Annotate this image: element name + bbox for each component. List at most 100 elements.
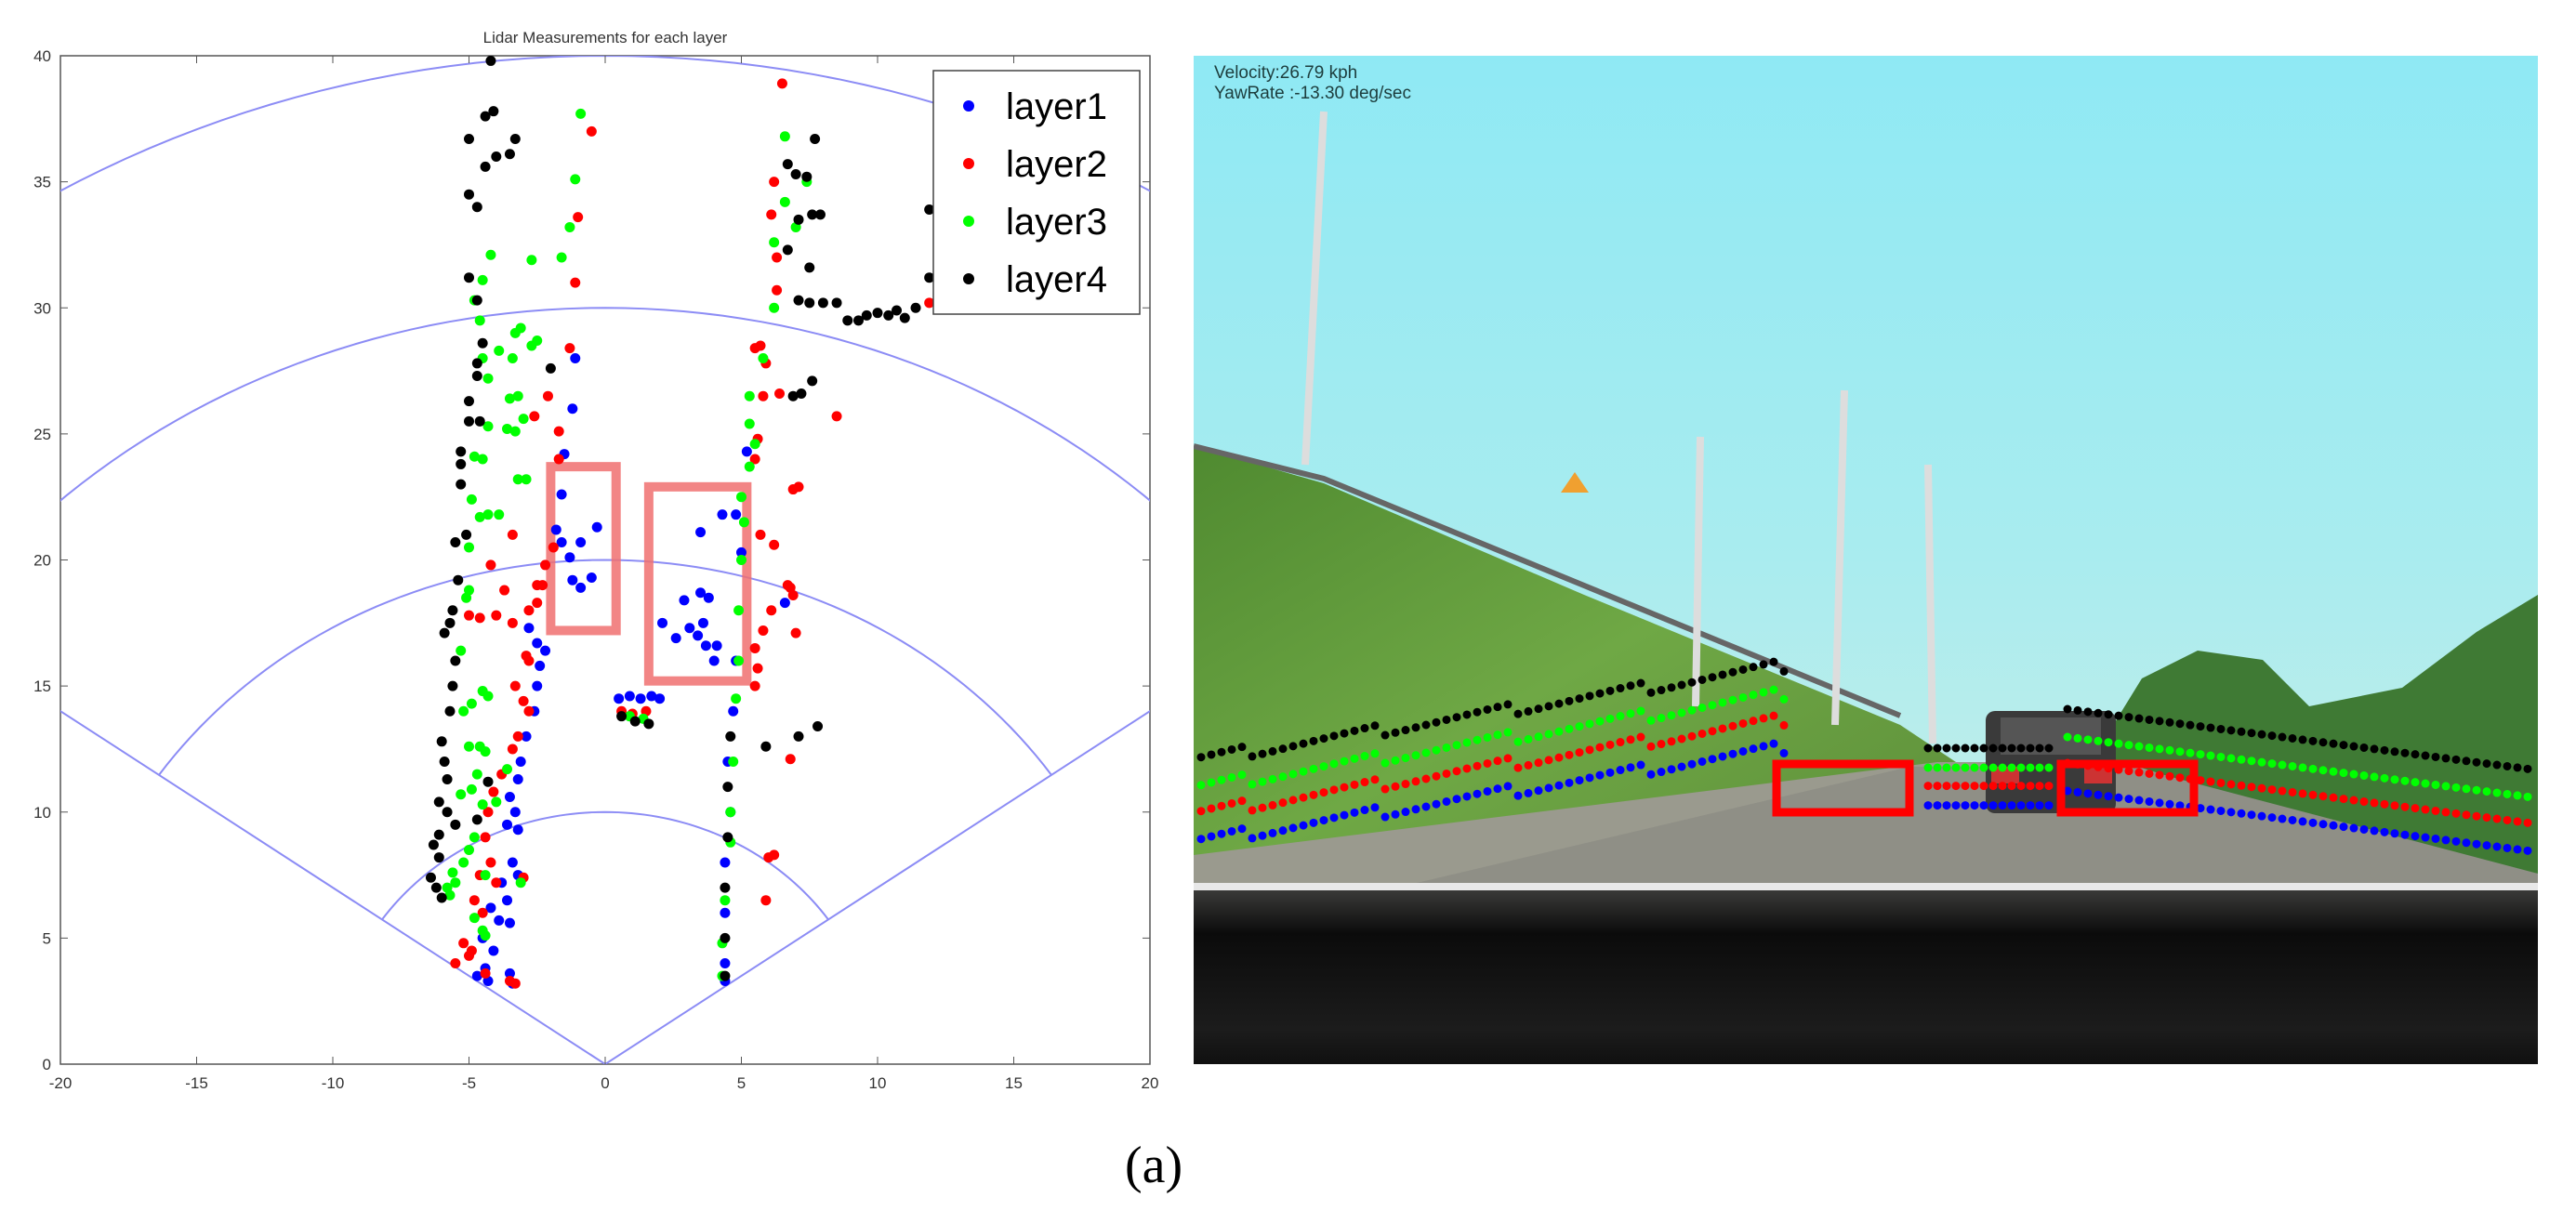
projected-point <box>1779 694 1789 704</box>
projected-point <box>1728 667 1737 677</box>
legend-label-layer3: layer3 <box>1006 202 1107 243</box>
projected-point <box>1319 762 1328 771</box>
projected-point <box>1923 782 1933 791</box>
projected-point <box>2134 796 2144 805</box>
y-tick-label: 30 <box>33 299 51 317</box>
layer1-point <box>564 552 575 563</box>
layer4-point <box>471 370 482 381</box>
projected-point <box>1605 768 1615 777</box>
x-tick-label: 0 <box>601 1074 609 1092</box>
layer2-point <box>507 744 518 755</box>
projected-point <box>2196 722 2205 731</box>
projected-point <box>2226 808 2236 817</box>
projected-point <box>2339 823 2348 832</box>
x-axis: -20 -15 -10 -5 0 5 10 15 20 <box>49 56 1158 1092</box>
layer1-point <box>512 773 523 784</box>
projected-point <box>1401 808 1410 817</box>
projected-point <box>2421 833 2430 842</box>
layer3-point <box>477 454 488 465</box>
projected-point <box>2026 763 2035 772</box>
projected-point <box>1411 805 1420 814</box>
projected-point <box>1933 801 1942 810</box>
projected-point <box>2308 818 2318 827</box>
projected-point <box>1268 746 1277 756</box>
projected-lidar-points <box>1196 657 2532 855</box>
layer4-point <box>793 730 804 742</box>
projected-point <box>1657 740 1666 749</box>
layer2-point <box>553 426 564 437</box>
layer3-point <box>502 423 513 434</box>
y-tick-label: 35 <box>33 174 51 191</box>
layer4-point <box>910 302 921 313</box>
projected-point <box>1657 714 1666 723</box>
layer4-point <box>453 574 464 586</box>
projected-point <box>1207 832 1216 841</box>
projected-point <box>1565 724 1574 733</box>
projected-point <box>1970 744 1979 753</box>
layer3-point <box>744 390 755 401</box>
projected-point <box>1217 829 1226 838</box>
layer2-point <box>474 612 485 624</box>
layer3-point <box>444 889 456 901</box>
projected-point <box>1951 801 1961 810</box>
projected-point <box>1933 744 1942 753</box>
projected-point <box>2186 748 2195 757</box>
layer3-point <box>502 764 513 775</box>
projected-point <box>1554 699 1564 708</box>
projected-point <box>1923 801 1933 810</box>
projected-point <box>2063 786 2072 796</box>
projected-point <box>1769 711 1778 720</box>
projected-point <box>1411 777 1420 786</box>
layer3-point <box>458 705 469 717</box>
projected-point <box>2513 763 2522 772</box>
layer2-point <box>482 807 494 818</box>
projected-point <box>1350 726 1359 735</box>
projected-point <box>1278 826 1288 836</box>
layer1-point <box>471 970 482 981</box>
highlight-box-right <box>2056 759 2199 817</box>
projected-point <box>1268 828 1277 837</box>
layer3-point <box>447 867 458 878</box>
projected-point <box>1309 764 1318 773</box>
layer2-point <box>466 945 477 956</box>
layer4-point <box>491 151 502 162</box>
projected-point <box>1329 813 1339 823</box>
layer4-point <box>643 718 654 730</box>
layer4-point <box>793 295 804 306</box>
projected-point <box>1677 762 1686 771</box>
projected-point <box>1513 791 1523 800</box>
layer4-point <box>450 537 461 548</box>
layer4-point <box>720 932 731 943</box>
projected-point <box>1687 731 1697 741</box>
projected-point <box>2094 790 2103 799</box>
layer4-point <box>504 149 515 160</box>
layer1-point <box>575 582 587 593</box>
layer4-point <box>807 375 818 387</box>
projected-point <box>1998 763 2007 772</box>
projected-point <box>1462 738 1472 747</box>
layer1-point <box>708 655 720 666</box>
projected-point <box>2329 821 2338 830</box>
layer4-point <box>471 814 482 825</box>
projected-point <box>1769 685 1778 694</box>
projected-point <box>2175 773 2185 783</box>
projected-point <box>2165 799 2174 809</box>
projected-point <box>1738 692 1748 702</box>
layer4-point <box>461 529 472 540</box>
layer2-point <box>553 454 564 465</box>
projected-point <box>1248 780 1257 789</box>
layer1-point <box>731 509 742 520</box>
layer4-point <box>447 605 458 616</box>
projected-point <box>1923 763 1933 772</box>
layer4-point <box>471 358 482 369</box>
layer1-point <box>521 730 532 742</box>
projected-point <box>2196 750 2205 759</box>
layer1-point <box>575 537 587 548</box>
projected-point <box>2007 801 2016 810</box>
layer2-point <box>776 78 787 89</box>
projected-point <box>2155 744 2164 754</box>
projected-point <box>1350 808 1359 817</box>
projected-point <box>2329 793 2338 802</box>
layer3-point <box>466 783 477 795</box>
projected-point <box>2451 809 2461 818</box>
